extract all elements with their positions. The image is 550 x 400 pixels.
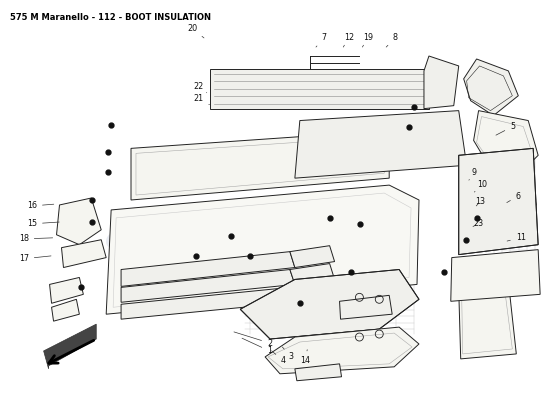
Polygon shape xyxy=(121,252,295,286)
Text: 4: 4 xyxy=(272,351,285,365)
Polygon shape xyxy=(459,148,538,255)
Text: 16: 16 xyxy=(27,202,54,210)
Polygon shape xyxy=(50,278,84,303)
Text: 6: 6 xyxy=(507,192,520,202)
Text: eurospares: eurospares xyxy=(105,226,281,254)
Text: 13: 13 xyxy=(475,198,485,206)
Text: eurospares: eurospares xyxy=(285,138,461,166)
Polygon shape xyxy=(290,264,334,284)
Polygon shape xyxy=(474,111,538,175)
Polygon shape xyxy=(474,168,536,220)
Text: 8: 8 xyxy=(386,34,398,47)
Polygon shape xyxy=(295,111,466,178)
Polygon shape xyxy=(62,240,106,268)
Text: 2: 2 xyxy=(234,332,272,348)
Text: 19: 19 xyxy=(362,34,373,47)
Text: 23: 23 xyxy=(473,219,483,228)
Text: 11: 11 xyxy=(507,233,526,242)
Text: 14: 14 xyxy=(300,350,310,365)
Text: 12: 12 xyxy=(343,34,354,47)
Text: 575 M Maranello - 112 - BOOT INSULATION: 575 M Maranello - 112 - BOOT INSULATION xyxy=(10,13,211,22)
Text: 5: 5 xyxy=(496,122,515,135)
Polygon shape xyxy=(131,130,389,200)
Polygon shape xyxy=(57,198,101,245)
Polygon shape xyxy=(290,282,334,302)
Polygon shape xyxy=(52,299,79,321)
Text: 7: 7 xyxy=(316,34,327,47)
Polygon shape xyxy=(265,327,419,374)
Text: 9: 9 xyxy=(469,168,477,180)
Text: 1: 1 xyxy=(242,338,272,356)
Text: 10: 10 xyxy=(474,180,487,192)
Text: 3: 3 xyxy=(282,347,294,362)
Text: 18: 18 xyxy=(19,234,53,244)
Text: 20: 20 xyxy=(187,24,204,38)
Polygon shape xyxy=(290,246,334,268)
Polygon shape xyxy=(43,324,96,369)
Polygon shape xyxy=(106,185,419,314)
Text: 17: 17 xyxy=(19,254,51,263)
Polygon shape xyxy=(424,56,459,109)
Text: 22: 22 xyxy=(194,82,207,93)
Text: 15: 15 xyxy=(27,219,59,228)
Polygon shape xyxy=(211,69,429,109)
Polygon shape xyxy=(459,282,516,359)
Polygon shape xyxy=(121,270,295,302)
Polygon shape xyxy=(464,59,518,116)
Polygon shape xyxy=(451,250,540,301)
Polygon shape xyxy=(295,364,342,381)
Polygon shape xyxy=(240,270,419,339)
Polygon shape xyxy=(339,295,392,319)
Polygon shape xyxy=(121,287,295,319)
Text: 21: 21 xyxy=(194,94,210,105)
